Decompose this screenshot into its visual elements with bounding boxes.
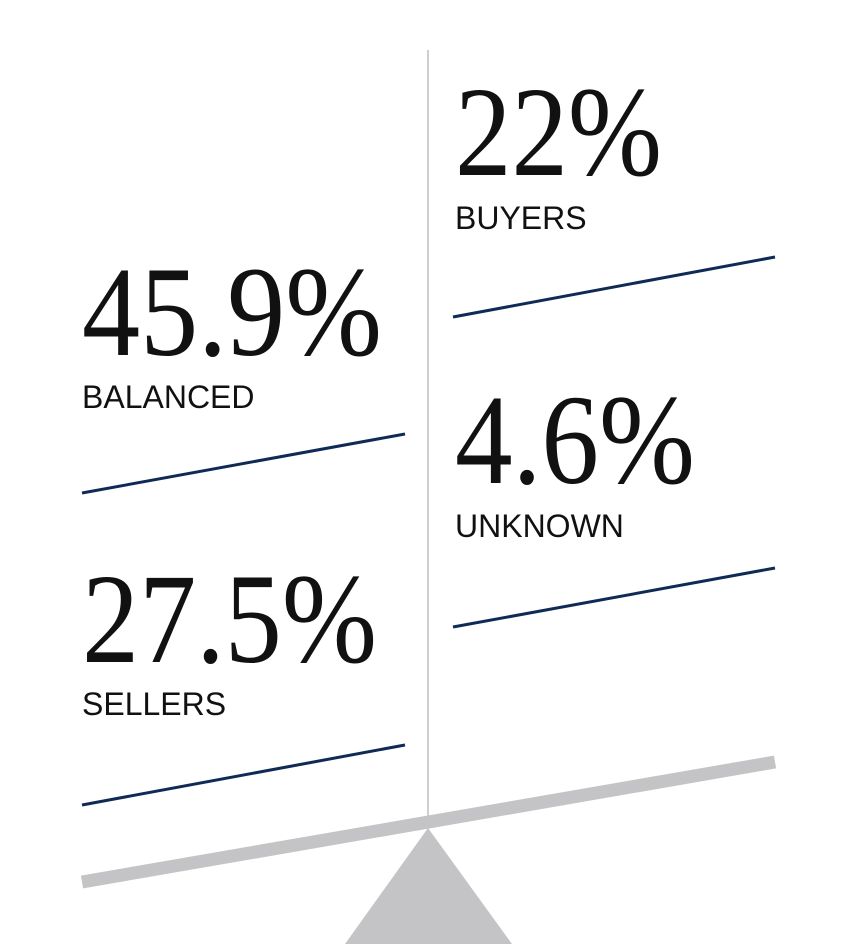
divider bbox=[452, 566, 776, 629]
stat-label: UNKNOWN bbox=[455, 508, 624, 544]
stat-label: BALANCED bbox=[82, 379, 255, 415]
stat-value: 22% bbox=[455, 61, 662, 203]
fulcrum bbox=[345, 828, 512, 944]
stat-label: SELLERS bbox=[82, 686, 226, 722]
divider bbox=[452, 255, 776, 319]
divider bbox=[81, 743, 406, 807]
stat-value: 4.6% bbox=[455, 369, 695, 511]
stat-value: 27.5% bbox=[82, 548, 377, 690]
stat-value: 45.9% bbox=[82, 241, 382, 383]
scale-beam bbox=[80, 755, 777, 889]
stat-label: BUYERS bbox=[455, 200, 587, 236]
divider bbox=[81, 432, 406, 495]
